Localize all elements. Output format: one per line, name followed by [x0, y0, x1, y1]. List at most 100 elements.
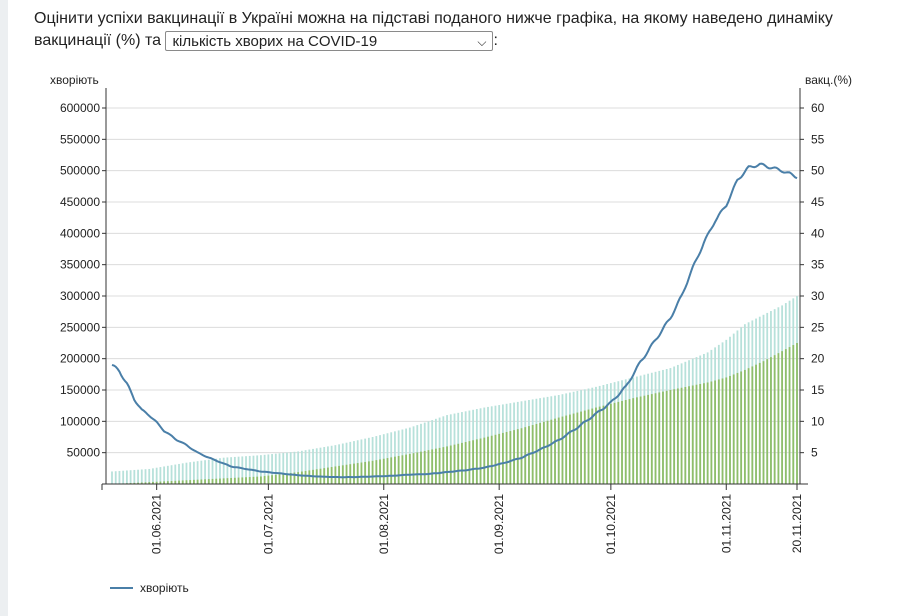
vaccination-bar-full — [174, 480, 177, 484]
vaccination-bar-one-dose — [260, 455, 262, 484]
y-left-tick-label: 350000 — [60, 258, 100, 272]
vaccination-bar-one-dose — [375, 436, 378, 484]
vaccination-bar-full — [740, 371, 743, 484]
vaccination-bar-one-dose — [334, 445, 337, 484]
vaccination-bar-one-dose — [137, 469, 139, 484]
vaccination-bar-full — [647, 394, 649, 484]
vaccination-bar-one-dose — [297, 451, 300, 484]
cases-series-line — [111, 162, 798, 479]
vaccination-bar-full — [408, 453, 411, 484]
vaccination-bar-full — [170, 480, 173, 484]
vaccination-bar-one-dose — [241, 456, 244, 484]
vaccination-bar-full — [509, 431, 512, 484]
vaccination-bar-full — [636, 397, 638, 484]
vaccination-bar-one-dose — [159, 467, 162, 484]
vaccination-bar-full — [252, 476, 255, 484]
vaccination-bar-full — [379, 459, 381, 484]
vaccination-bar-full — [263, 476, 266, 484]
vaccination-bar-full — [178, 480, 180, 484]
vaccination-bar-full — [166, 481, 169, 484]
vaccination-bar-one-dose — [111, 471, 113, 484]
vaccination-bar-one-dose — [353, 441, 355, 484]
vaccination-bar-one-dose — [308, 449, 311, 484]
legend-label: хворіють — [140, 581, 189, 595]
y-left-tick-label: 250000 — [60, 320, 100, 334]
x-tick-label: 01.07.2021 — [261, 494, 275, 554]
vaccination-bar-full — [732, 374, 735, 484]
vaccination-bar-full — [531, 425, 534, 484]
vaccination-bar-one-dose — [293, 451, 296, 484]
vaccination-bar-full — [643, 395, 646, 484]
vaccination-bar-full — [405, 454, 408, 484]
vaccination-bar-full — [468, 441, 471, 484]
vaccination-bar-full — [193, 479, 195, 484]
vaccination-bar-one-dose — [148, 468, 151, 484]
vaccination-bar-full — [617, 401, 620, 484]
vaccination-bar-full — [200, 479, 203, 484]
vaccination-bar-full — [341, 465, 344, 484]
vaccination-bar-one-dose — [286, 452, 288, 484]
vaccination-bar-full — [189, 480, 192, 484]
vaccination-bar-one-dose — [341, 443, 344, 484]
vaccination-bar-full — [457, 443, 460, 484]
vaccination-bar-full — [133, 482, 136, 484]
vaccination-bar-full — [621, 400, 623, 484]
vaccination-bar-one-dose — [312, 448, 314, 484]
left-page-strip — [0, 0, 8, 616]
vaccination-bar-full — [215, 478, 218, 484]
vaccination-bar-full — [431, 449, 434, 484]
vaccination-bar-full — [717, 379, 720, 484]
vaccination-bar-one-dose — [300, 450, 303, 484]
vaccination-bar-one-dose — [189, 462, 192, 484]
y-left-tick-label: 200000 — [60, 352, 100, 366]
vaccination-bar-full — [427, 450, 430, 484]
vaccination-bar-full — [766, 359, 769, 484]
chart-type-select[interactable]: кількість хворих на COVID-19 ⌵ — [165, 31, 494, 51]
vaccination-bar-full — [654, 393, 657, 484]
vaccination-bar-full — [609, 403, 612, 484]
vaccination-bar-full — [219, 478, 221, 484]
vaccination-bar-one-dose — [219, 458, 221, 484]
vaccination-bar-full — [762, 361, 765, 484]
vaccination-bar-full — [260, 476, 262, 484]
vaccination-bar-full — [349, 464, 352, 484]
vaccination-bar-full — [472, 440, 475, 484]
y-left-tick-label: 150000 — [60, 383, 100, 397]
vaccination-bar-full — [412, 453, 415, 484]
vaccination-bar-one-dose — [204, 460, 206, 484]
vaccination-bar-full — [494, 434, 497, 484]
x-tick-label: 01.09.2021 — [492, 494, 506, 554]
x-tick-label: 01.10.2021 — [604, 494, 618, 554]
vaccination-bar-full — [699, 383, 702, 484]
vaccination-bar-full — [602, 405, 605, 484]
vaccination-bar-full — [706, 382, 709, 484]
vaccination-bar-one-dose — [330, 445, 333, 484]
vaccination-bar-full — [796, 343, 798, 484]
y-left-tick-label: 550000 — [60, 132, 100, 146]
vaccination-bar-one-dose — [349, 441, 352, 484]
vaccination-bar-full — [367, 461, 370, 484]
vaccination-bar-full — [278, 474, 281, 484]
vaccination-bar-full — [401, 455, 404, 484]
vaccination-bar-full — [781, 351, 784, 484]
vaccination-bar-full — [438, 447, 441, 484]
vaccination-bar-full — [382, 458, 385, 484]
vaccination-bar-full — [516, 429, 519, 484]
vaccination-bar-full — [397, 455, 400, 484]
vaccination-bar-one-dose — [129, 470, 132, 484]
y-left-tick-label: 300000 — [60, 289, 100, 303]
vaccination-bar-full — [572, 413, 575, 484]
vaccination-bar-full — [676, 388, 679, 484]
vaccination-bar-one-dose — [114, 471, 117, 484]
y-right-tick-label: 5 — [811, 446, 818, 460]
vaccination-bar-full — [434, 448, 437, 484]
vaccination-bar-full — [386, 458, 389, 484]
y-right-tick-label: 10 — [811, 414, 825, 428]
vaccination-bar-one-dose — [178, 463, 180, 484]
vaccination-bar-full — [479, 438, 482, 484]
vaccination-bar-full — [338, 465, 340, 484]
y-left-tick-label: 450000 — [60, 195, 100, 209]
vaccination-bar-full — [375, 460, 378, 484]
y-right-tick-label: 50 — [811, 164, 825, 178]
vaccination-bar-one-dose — [226, 457, 229, 484]
